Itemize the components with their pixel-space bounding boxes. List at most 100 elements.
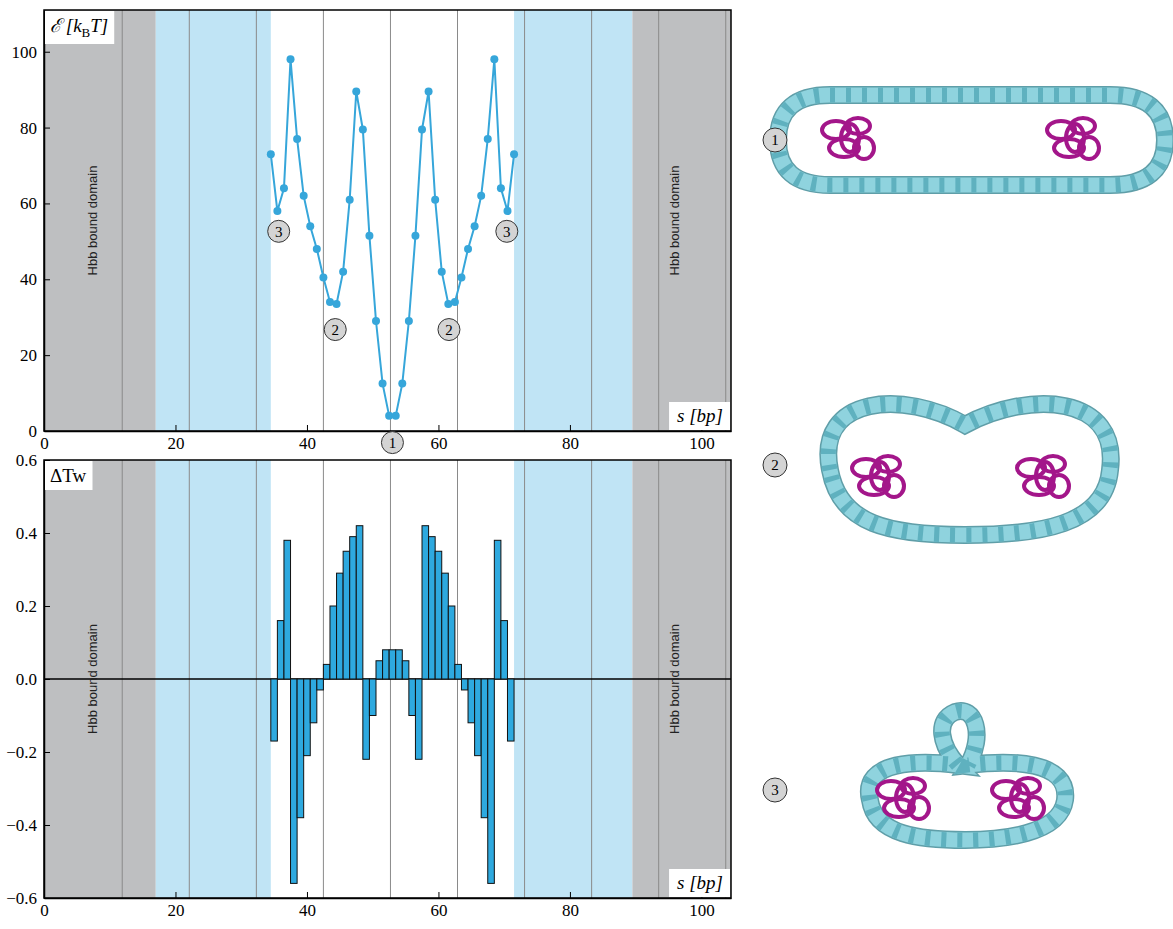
- twist-bar: [422, 526, 429, 679]
- energy-point: [497, 184, 505, 192]
- twist-bar: [297, 679, 304, 818]
- twist-bar: [415, 679, 422, 759]
- annotation-label: 3: [275, 224, 283, 240]
- y-tick: 0.2: [16, 597, 50, 616]
- region: [514, 10, 632, 431]
- twist-bar: [323, 664, 330, 679]
- energy-point: [372, 317, 380, 325]
- x-tick-mark: [438, 892, 439, 898]
- twist-bar: [277, 621, 284, 679]
- y-tick-label: 20: [20, 346, 37, 365]
- x-tick: 40: [299, 425, 316, 453]
- y-tick-mark: [44, 128, 50, 129]
- y-tick: 0.0: [16, 670, 50, 689]
- annotation-label: 2: [445, 322, 453, 338]
- x-tick: 80: [562, 892, 579, 920]
- energy-point: [484, 135, 492, 143]
- protein: [822, 118, 874, 159]
- twist-bar: [494, 540, 501, 679]
- energy-point: [352, 88, 360, 96]
- y-tick-label: 0.2: [16, 597, 37, 616]
- region: [632, 10, 731, 431]
- twist-bar: [448, 606, 455, 679]
- y-title-box: [45, 11, 114, 44]
- x-tick-label: 80: [562, 434, 579, 453]
- x-axis-title: s [bp]: [677, 872, 723, 893]
- region: [44, 10, 156, 431]
- x-tick-label: 100: [689, 901, 715, 920]
- energy-point: [280, 184, 288, 192]
- plot-area: [44, 10, 731, 431]
- twist-bar: [409, 679, 416, 716]
- annotation-circle: [496, 220, 518, 242]
- energy-point: [287, 55, 295, 63]
- twist-bar: [369, 679, 376, 716]
- energy-point: [306, 222, 314, 230]
- twist-bar: [363, 679, 370, 759]
- helical-turn-line: [591, 10, 592, 431]
- structure-label-text: 1: [771, 132, 779, 148]
- energy-point: [319, 273, 327, 281]
- x-title-box: [669, 869, 730, 897]
- twist-bar: [317, 679, 324, 690]
- twist-bar: [461, 679, 468, 690]
- energy-point: [438, 268, 446, 276]
- dna-loop: [828, 404, 1110, 535]
- y-title-part: T]: [90, 15, 108, 36]
- y-tick-mark: [44, 679, 50, 680]
- energy-point: [457, 273, 465, 281]
- y-title-sub: B: [82, 25, 91, 40]
- energy-point: [293, 135, 301, 143]
- x-axis-line: [45, 898, 732, 900]
- energy-point: [503, 207, 511, 215]
- protein: [1047, 118, 1099, 159]
- energy-line: [271, 59, 514, 416]
- energy-point: [411, 232, 419, 240]
- helical-turn-line: [323, 10, 324, 431]
- y-tick-mark: [44, 533, 50, 534]
- plot-frame: [44, 10, 731, 431]
- twist-bar: [435, 551, 442, 679]
- structures: 1 2 3: [763, 95, 1165, 840]
- twist-bar: [291, 679, 298, 883]
- x-axis: 020406080100: [40, 892, 731, 920]
- x-tick-label: 100: [689, 434, 715, 453]
- energy-point: [379, 380, 387, 388]
- twist-bar: [383, 650, 390, 679]
- protein: [877, 778, 929, 819]
- structure-label-text: 3: [771, 782, 779, 798]
- energy-point: [490, 55, 498, 63]
- x-axis-title: s [bp]: [677, 405, 723, 426]
- twist-bar: [468, 679, 475, 723]
- twist-bar: [376, 661, 383, 679]
- twist-bar: [475, 679, 482, 756]
- protein: [992, 778, 1044, 819]
- x-tick-label: 60: [430, 434, 447, 453]
- energy-point: [418, 125, 426, 133]
- twist-bar: [507, 679, 514, 741]
- dna-loop: [869, 711, 1065, 840]
- y-tick-label: 0: [29, 422, 38, 441]
- y-tick-label: 100: [12, 43, 38, 62]
- twist-bar: [481, 679, 488, 818]
- x-tick: 80: [562, 425, 579, 453]
- y-tick: 60: [20, 194, 50, 213]
- helical-turn-line: [658, 10, 659, 431]
- protein-helix: [871, 462, 889, 490]
- energy-point: [365, 232, 373, 240]
- y-tick-mark: [44, 606, 50, 607]
- y-tick: 0: [29, 422, 51, 441]
- y-title-box: [45, 461, 92, 490]
- y-tick-mark: [44, 825, 50, 826]
- structure-label-text: 2: [771, 457, 779, 473]
- region-label: Hbb bound domain: [667, 624, 682, 734]
- y-tick-label: 40: [20, 270, 37, 289]
- x-tick-label: 60: [430, 901, 447, 920]
- energy-point: [359, 125, 367, 133]
- dna-loop: [828, 404, 1110, 535]
- annotation-circle: [381, 432, 403, 454]
- twist-bar: [304, 679, 311, 756]
- y-tick: −0.6: [6, 889, 50, 908]
- x-tick-label: 20: [167, 901, 184, 920]
- energy-point: [405, 317, 413, 325]
